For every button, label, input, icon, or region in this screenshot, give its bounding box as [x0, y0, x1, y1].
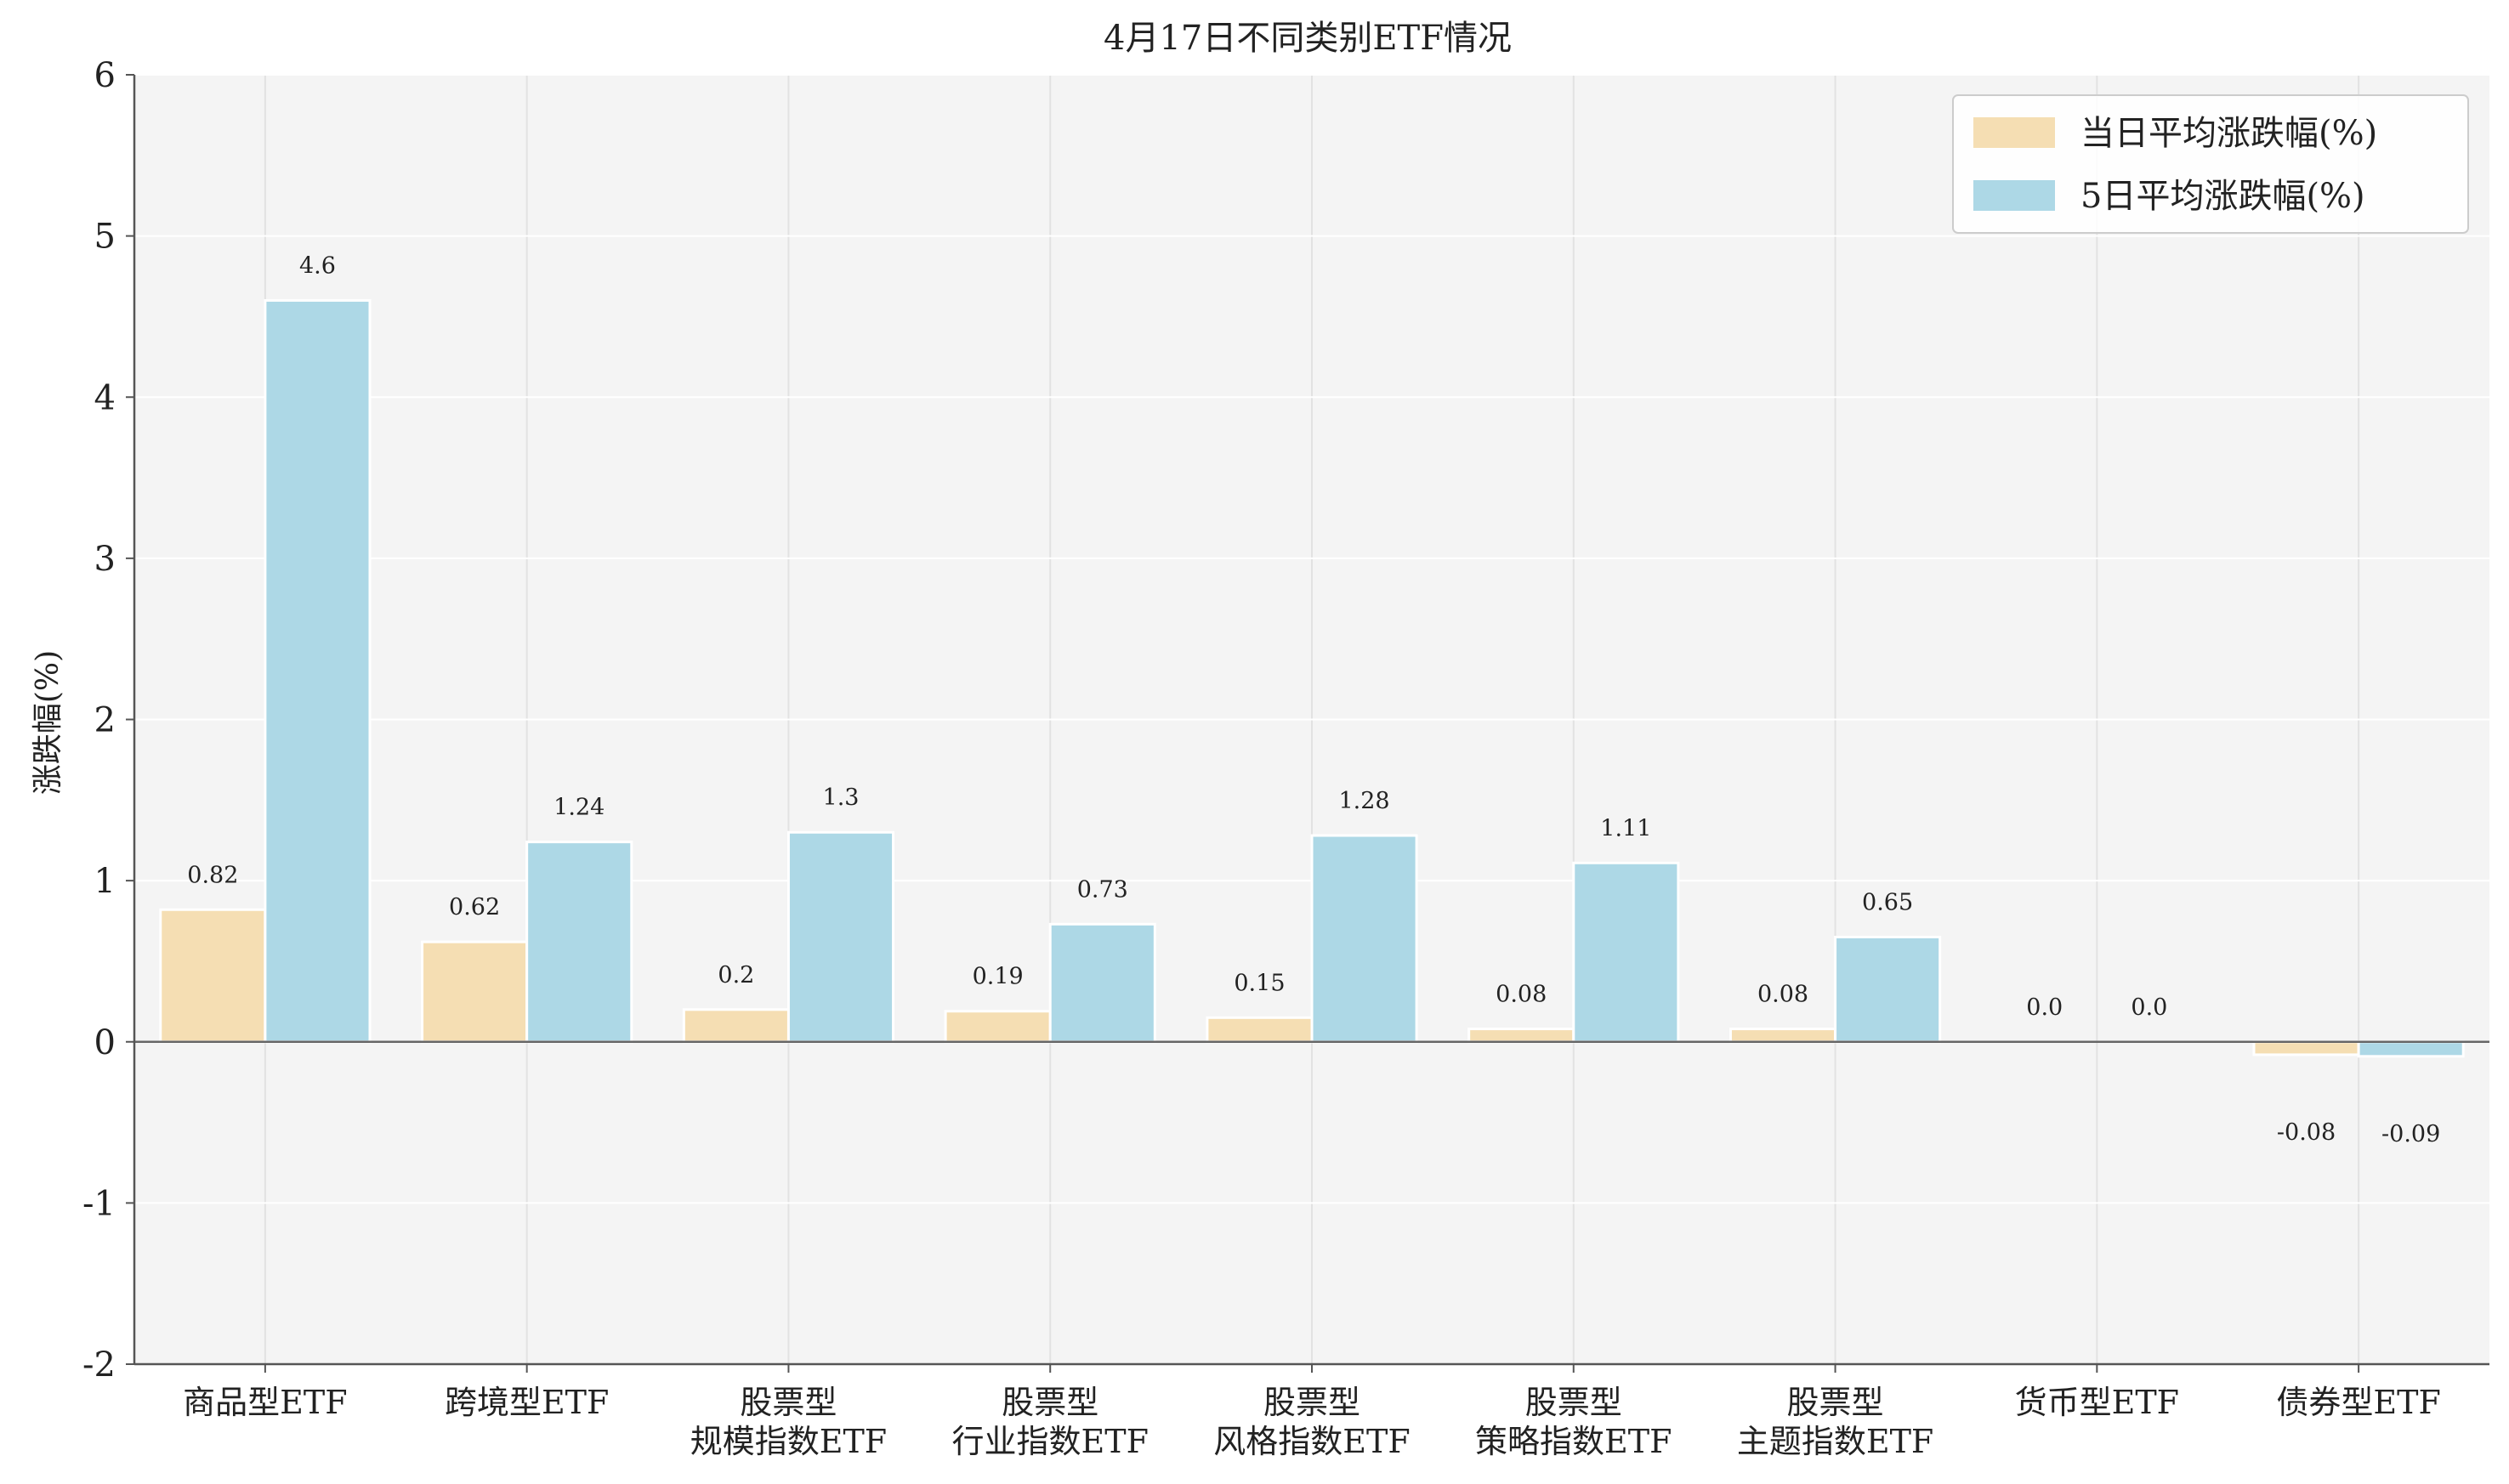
y-tick-label: 0 — [94, 1023, 116, 1062]
legend: 当日平均涨跌幅(%) 5日平均涨跌幅(%) — [1952, 94, 2469, 234]
bar-daily — [682, 1008, 790, 1044]
bar-five-day — [525, 841, 633, 1044]
data-label: 0.15 — [1234, 970, 1285, 996]
data-label: 0.0 — [2131, 994, 2167, 1021]
data-label: 4.6 — [299, 252, 336, 279]
plot-area: -2 -1 0 1 2 3 4 5 6 0.82 0.62 0.2 0.19 0.15 0.08 0.08 0.… — [82, 56, 2489, 1460]
bar-five-day — [1834, 935, 1942, 1044]
x-tick-label: 股票型 — [740, 1384, 837, 1421]
y-tick-label: 5 — [94, 218, 116, 257]
data-label: 0.82 — [187, 862, 238, 888]
data-label: 1.11 — [1600, 815, 1651, 841]
legend-label: 当日平均涨跌幅(%) — [2080, 114, 2377, 153]
x-tick-label: 股票型 — [1002, 1384, 1098, 1421]
x-tick-label: 主题指数ETF — [1737, 1423, 1933, 1460]
x-tick-label: 风格指数ETF — [1213, 1423, 1410, 1460]
bar-daily — [1728, 1028, 1837, 1044]
x-tick-label: 货币型ETF — [2015, 1384, 2179, 1421]
data-label: 0.65 — [1862, 889, 1913, 915]
x-tick-label: 股票型 — [1787, 1384, 1884, 1421]
y-tick-label: -2 — [82, 1345, 116, 1385]
x-tick-label: 策略指数ETF — [1475, 1423, 1672, 1460]
x-tick-label: 债券型ETF — [2276, 1384, 2440, 1421]
data-label: -0.08 — [2277, 1119, 2336, 1146]
legend-swatch — [1973, 180, 2055, 211]
x-tick-label: 跨境型ETF — [445, 1384, 609, 1421]
chart-title: 4月17日不同类别ETF情况 — [1104, 19, 1512, 58]
data-label: 0.08 — [1757, 982, 1808, 1008]
data-label: 0.0 — [2026, 994, 2063, 1021]
x-tick-label: 行业指数ETF — [951, 1423, 1148, 1460]
y-tick-label: 6 — [94, 56, 116, 95]
bar-five-day — [264, 298, 372, 1044]
bar-five-day — [2357, 1040, 2465, 1058]
x-tick-label: 股票型 — [1263, 1384, 1360, 1421]
y-tick-label: -1 — [82, 1184, 116, 1223]
bar-daily — [944, 1010, 1052, 1044]
bar-daily — [2252, 1040, 2360, 1056]
bar-daily — [1206, 1016, 1314, 1044]
bar-daily — [421, 940, 529, 1044]
bar-five-day — [786, 830, 895, 1044]
x-tick-label: 商品型ETF — [183, 1384, 347, 1421]
y-tick-label: 1 — [94, 862, 116, 901]
bar-five-day — [1048, 922, 1156, 1044]
x-tick-label: 规模指数ETF — [690, 1423, 887, 1460]
y-tick-label: 3 — [94, 540, 116, 579]
data-label: -0.09 — [2381, 1121, 2440, 1147]
data-label: 1.3 — [823, 784, 860, 811]
bar-five-day — [1310, 834, 1418, 1044]
data-label: 0.62 — [449, 894, 500, 920]
bar-daily — [1467, 1028, 1575, 1044]
y-axis-label: 涨跌幅(%) — [31, 650, 65, 795]
legend-label: 5日平均涨跌幅(%) — [2080, 177, 2365, 216]
data-label: 1.28 — [1338, 788, 1389, 814]
data-label: 0.2 — [718, 962, 754, 988]
y-tick-label: 4 — [94, 378, 116, 417]
legend-swatch — [1973, 117, 2055, 148]
legend-box — [1952, 94, 2469, 234]
bar-daily — [159, 908, 267, 1044]
y-tick-label: 2 — [94, 701, 116, 740]
data-label: 0.19 — [973, 964, 1024, 990]
data-label: 0.73 — [1077, 876, 1128, 903]
x-tick-label: 股票型 — [1525, 1384, 1622, 1421]
data-label: 0.08 — [1496, 982, 1547, 1008]
data-label: 1.24 — [553, 795, 605, 821]
bar-five-day — [1572, 861, 1680, 1044]
